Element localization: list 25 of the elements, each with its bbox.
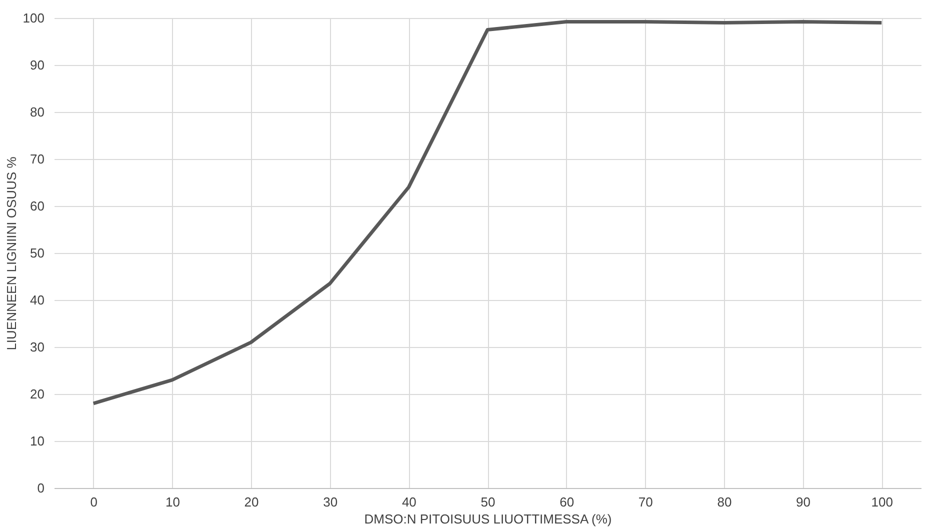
- y-tick-label: 40: [30, 292, 44, 308]
- x-tick-label: 100: [871, 494, 893, 510]
- y-tick-label: 90: [30, 58, 44, 72]
- x-tick-label: 60: [560, 494, 574, 510]
- x-tick-label: 80: [717, 494, 732, 510]
- x-tick-label: 10: [165, 494, 180, 510]
- y-tick-label: 70: [30, 152, 44, 166]
- y-tick-label: 60: [30, 198, 44, 214]
- x-tick-label: 70: [638, 494, 653, 510]
- x-tick-label: 30: [323, 494, 338, 510]
- y-tick-label: 80: [30, 104, 44, 120]
- y-tick-label: 20: [30, 386, 44, 402]
- x-tick-label: 40: [402, 494, 416, 510]
- line-series: [92, 20, 884, 406]
- y-axis-title: LIUENNEEN LIGNIINI OSUUS %: [4, 156, 19, 350]
- y-tick-label: 50: [30, 246, 44, 260]
- y-tick-label: 0: [37, 480, 44, 496]
- x-tick-label: 90: [796, 494, 811, 510]
- x-axis-title: DMSO:N PITOISUUS LIUOTTIMESSA (%): [364, 512, 612, 526]
- y-tick-label: 10: [30, 434, 44, 448]
- y-tick-label: 30: [30, 340, 44, 354]
- y-tick-label: 100: [22, 10, 44, 26]
- x-tick-label: 50: [480, 494, 496, 510]
- x-tick-label: 0: [90, 494, 98, 510]
- x-tick-label: 20: [244, 494, 259, 510]
